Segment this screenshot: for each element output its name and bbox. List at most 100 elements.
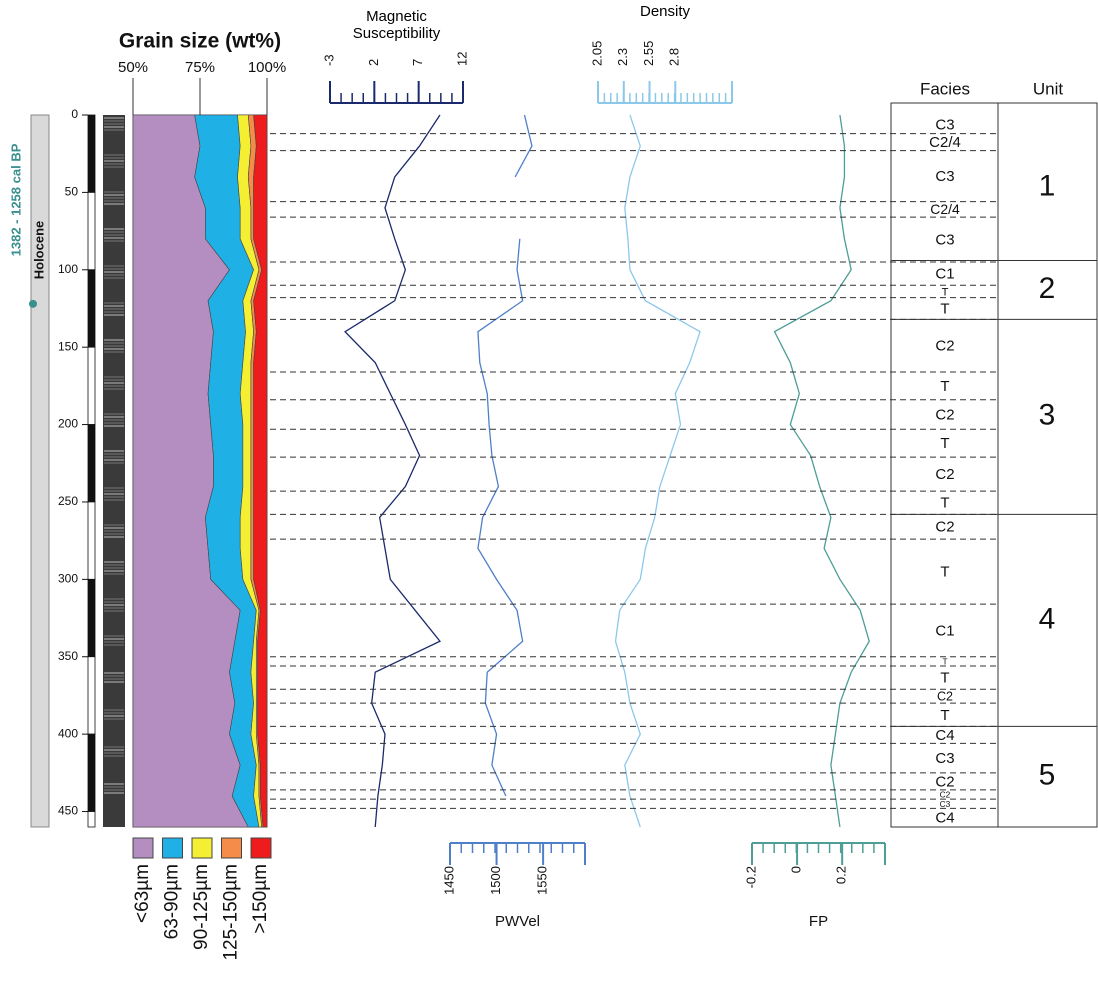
facies-label: T bbox=[940, 670, 949, 687]
depth-tick-label: 150 bbox=[58, 339, 78, 353]
unit-column bbox=[997, 102, 1098, 828]
facies-label: C3 bbox=[935, 232, 954, 249]
depth-tick-label: 300 bbox=[58, 572, 78, 586]
x-tick-label: -3 bbox=[321, 54, 336, 66]
legend-label: 63-90µm bbox=[162, 864, 183, 939]
x-tick-label: 2.05 bbox=[589, 41, 604, 66]
x-tick-label: 100% bbox=[248, 59, 286, 76]
facies-label: T bbox=[942, 657, 947, 667]
facies-label: C3 bbox=[935, 168, 954, 185]
depth-scale-segment bbox=[87, 269, 96, 348]
x-tick-label: 7 bbox=[410, 59, 425, 66]
x-tick-label: 2.3 bbox=[615, 48, 630, 66]
depth-scale-segment bbox=[87, 578, 96, 658]
chart-title: Grain size (wt%) bbox=[119, 30, 281, 53]
depth-scale-segment bbox=[87, 733, 96, 812]
grain-area bbox=[253, 114, 268, 828]
depth-tick-label: 100 bbox=[58, 262, 78, 276]
legend-label: 125-150µm bbox=[221, 864, 242, 961]
depth-tick-label: 350 bbox=[58, 649, 78, 663]
x-tick-label: 12 bbox=[454, 52, 469, 66]
x-tick-label: -0.2 bbox=[743, 866, 758, 888]
facies-label: C3 bbox=[935, 116, 954, 133]
legend-label: <63µm bbox=[132, 864, 153, 923]
facies-label: C4 bbox=[935, 727, 954, 744]
unit-header: Unit bbox=[1033, 79, 1064, 98]
x-tick-label: 0.2 bbox=[834, 866, 849, 884]
depth-scale-segment bbox=[87, 656, 96, 735]
facies-label: T bbox=[940, 564, 949, 581]
facies-header: Facies bbox=[920, 79, 970, 98]
unit-label: 2 bbox=[1039, 272, 1056, 305]
chart-title: PWVel bbox=[495, 913, 540, 930]
depth-scale-segment bbox=[87, 114, 96, 193]
chart-title: Density bbox=[639, 3, 691, 20]
facies-label: C2 bbox=[935, 519, 954, 536]
legend-label: 90-125µm bbox=[191, 864, 212, 950]
facies-label: C2 bbox=[935, 406, 954, 423]
x-tick-label: 2 bbox=[366, 59, 381, 66]
facies-label: C3 bbox=[940, 799, 951, 809]
x-tick-label: 0 bbox=[789, 866, 804, 873]
legend-swatch bbox=[191, 837, 213, 859]
facies-label: C2 bbox=[937, 690, 953, 704]
facies-label: C1 bbox=[935, 622, 954, 639]
facies-label: C4 bbox=[935, 810, 954, 827]
chart-title: FP bbox=[809, 913, 828, 930]
depth-tick-label: 250 bbox=[58, 494, 78, 508]
depth-tick-label: 200 bbox=[58, 417, 78, 431]
data-line bbox=[614, 114, 701, 828]
x-tick-label: 1550 bbox=[535, 866, 550, 895]
depth-scale-segment bbox=[87, 346, 96, 425]
depth-tick-label: 50 bbox=[65, 185, 79, 199]
age-label: 1382 - 1258 cal BP bbox=[8, 143, 23, 256]
facies-label: C2 bbox=[935, 466, 954, 483]
legend-swatch bbox=[162, 837, 183, 859]
facies-label: C2/4 bbox=[929, 134, 961, 151]
unit-label: 1 bbox=[1039, 170, 1056, 203]
data-line bbox=[773, 114, 870, 828]
depth-scale-segment bbox=[87, 191, 96, 271]
x-tick-label: 50% bbox=[118, 59, 148, 76]
unit-label: 4 bbox=[1039, 602, 1056, 635]
x-tick-label: 2.8 bbox=[667, 48, 682, 66]
facies-label: T bbox=[940, 707, 949, 724]
facies-label: T bbox=[940, 435, 949, 452]
age-marker bbox=[29, 299, 37, 308]
facies-label: C2 bbox=[935, 773, 954, 790]
legend-label: >150µm bbox=[250, 864, 271, 934]
facies-label: C2 bbox=[935, 338, 954, 355]
facies-label: T bbox=[940, 378, 949, 395]
legend-swatch bbox=[132, 837, 154, 859]
facies-label: C2 bbox=[940, 790, 951, 800]
depth-scale-segment bbox=[87, 424, 96, 503]
data-line bbox=[344, 114, 441, 828]
depth-scale-segment bbox=[87, 811, 96, 828]
depth-scale-segment bbox=[87, 501, 96, 580]
epoch-label: Holocene bbox=[31, 221, 46, 280]
chart-title-box: Density bbox=[639, 3, 691, 20]
depth-tick-label: 450 bbox=[58, 804, 78, 818]
chart-title-box: Magnetic Susceptibility bbox=[352, 8, 441, 42]
x-tick-label: 1500 bbox=[488, 866, 503, 895]
epoch-bar bbox=[30, 114, 50, 828]
chart-title: Magnetic Susceptibility bbox=[352, 8, 441, 42]
unit-label: 3 bbox=[1039, 399, 1056, 432]
unit-label: 5 bbox=[1039, 759, 1056, 792]
facies-label: T bbox=[940, 495, 949, 512]
facies-label: T bbox=[940, 300, 949, 317]
core-image bbox=[103, 115, 125, 827]
facies-label: C1 bbox=[935, 266, 954, 283]
depth-tick-label: 400 bbox=[58, 726, 78, 740]
x-tick-label: 1450 bbox=[441, 866, 456, 895]
depth-tick-label: 0 bbox=[71, 107, 78, 121]
x-tick-label: 2.55 bbox=[641, 41, 656, 66]
facies-label: C3 bbox=[935, 750, 954, 767]
facies-label: T bbox=[942, 286, 949, 298]
x-tick-label: 75% bbox=[185, 59, 215, 76]
facies-label: C2/4 bbox=[930, 201, 960, 217]
legend-swatch bbox=[221, 837, 242, 859]
legend-swatch bbox=[250, 837, 272, 859]
